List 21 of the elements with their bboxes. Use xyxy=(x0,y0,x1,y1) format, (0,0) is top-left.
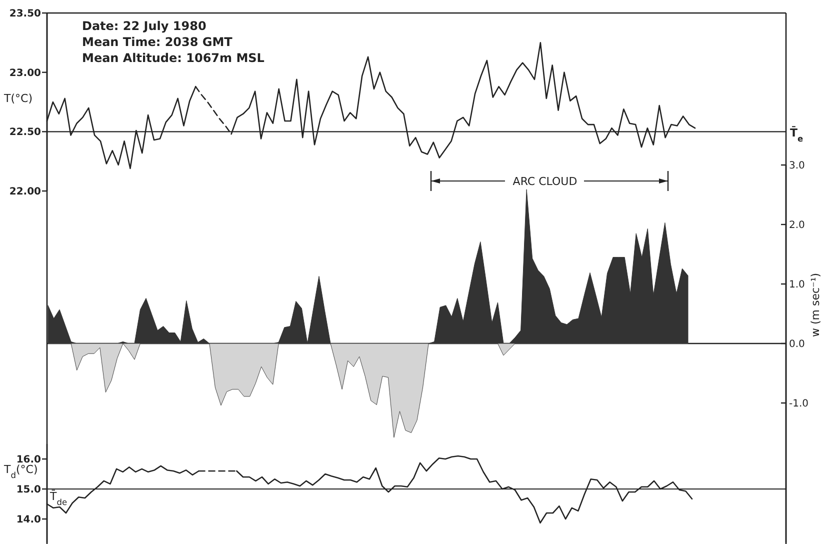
y-tick-label: 23.00 xyxy=(9,68,42,79)
y-tick-label: 2.0 xyxy=(789,220,805,231)
y-axis-title: w (m sec⁻¹) xyxy=(809,272,822,338)
y-tick-label: 1.0 xyxy=(789,279,805,290)
legend-label: T̄$_{de}$ xyxy=(49,488,68,507)
y-axis-title: T(°C) xyxy=(3,92,32,105)
ref-line-label: T̄$_{e}$ xyxy=(790,126,804,144)
y-tick-label: 15.0 xyxy=(16,484,42,496)
y-tick-label: 3.0 xyxy=(789,160,805,172)
y-tick-label: 0.0 xyxy=(789,338,805,350)
annotation: Date: 22 July 1980 xyxy=(82,19,206,33)
annotation: ARC CLOUD xyxy=(512,174,578,188)
y-tick-label: 23.50 xyxy=(9,8,42,20)
y-tick-label: 16.0 xyxy=(16,454,42,466)
annotation: Mean Altitude: 1067m MSL xyxy=(82,51,265,65)
y-tick-label: -1.0 xyxy=(789,398,809,410)
y-tick-label: 14.0 xyxy=(16,514,42,526)
y-tick-label: 22.00 xyxy=(9,186,42,198)
y-tick-label: 22.50 xyxy=(9,127,42,138)
y-axis-title: T$_{d}$(°C) xyxy=(3,463,38,480)
annotation: Mean Time: 2038 GMT xyxy=(82,35,234,49)
